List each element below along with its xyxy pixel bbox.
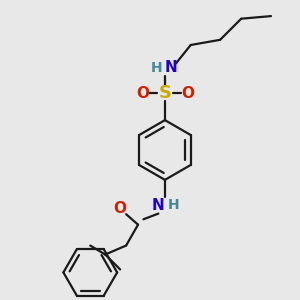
Text: S: S <box>158 84 171 102</box>
Text: N: N <box>152 198 165 213</box>
Text: N: N <box>165 60 178 75</box>
Text: O: O <box>181 86 194 101</box>
Text: H: H <box>167 198 179 212</box>
Text: H: H <box>151 61 162 75</box>
Text: O: O <box>136 86 149 101</box>
Text: O: O <box>114 201 127 216</box>
